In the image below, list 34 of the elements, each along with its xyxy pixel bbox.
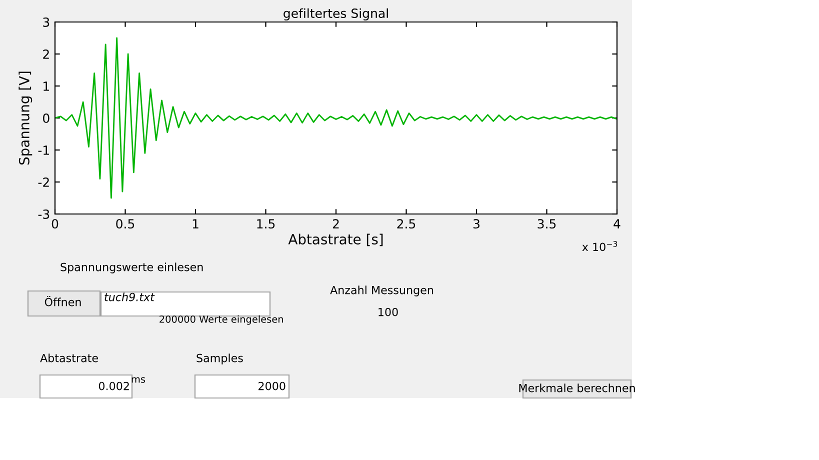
- text: tuch9.txt: [104, 292, 155, 302]
- text: Merkmale berechnen: [519, 384, 635, 392]
- x-tick-label: 0: [52, 219, 58, 229]
- text: 0.002: [98, 382, 129, 390]
- y-tick-label: 1: [44, 82, 49, 91]
- text: Öffnen: [44, 296, 81, 306]
- text: Anzahl Messungen: [330, 286, 434, 296]
- x-tick-label: 4: [614, 219, 620, 228]
- text: 200000: [160, 315, 196, 323]
- y-axis-title: Spannung [V]: [18, 72, 32, 165]
- y-tick-label: 2: [43, 49, 49, 59]
- y-tick-label: 0: [43, 113, 50, 123]
- x-tick-label: 3: [473, 219, 480, 229]
- x-tick-label: 3.5: [538, 219, 556, 229]
- x-tick-label: 2.5: [397, 219, 416, 229]
- text: ms: [132, 377, 146, 383]
- x-tick-label: 2: [332, 219, 339, 228]
- text: x 10$^{−3}$: [582, 240, 618, 252]
- x-tick-label: 1: [192, 219, 198, 228]
- x-axis-title: Abtastrate [s]: [288, 234, 383, 246]
- chart-title: gefiltertes Signal: [284, 8, 388, 20]
- text: Abtastrate: [40, 354, 98, 362]
- text: Werte eingelesen: [199, 315, 283, 325]
- text: 100: [378, 308, 398, 316]
- text: Spannungswerte einlesen: [60, 262, 203, 274]
- x-tick-label: 0.5: [116, 219, 134, 229]
- y-tick-label: -1: [38, 146, 49, 155]
- text: Samples: [196, 354, 243, 364]
- y-tick-label: 3: [43, 17, 50, 27]
- y-tick-label: -2: [38, 177, 49, 187]
- y-tick-label: -3: [38, 209, 50, 219]
- text: 2000: [258, 382, 286, 390]
- line-series: [55, 37, 617, 199]
- x-tick-label: 1.5: [257, 219, 275, 229]
